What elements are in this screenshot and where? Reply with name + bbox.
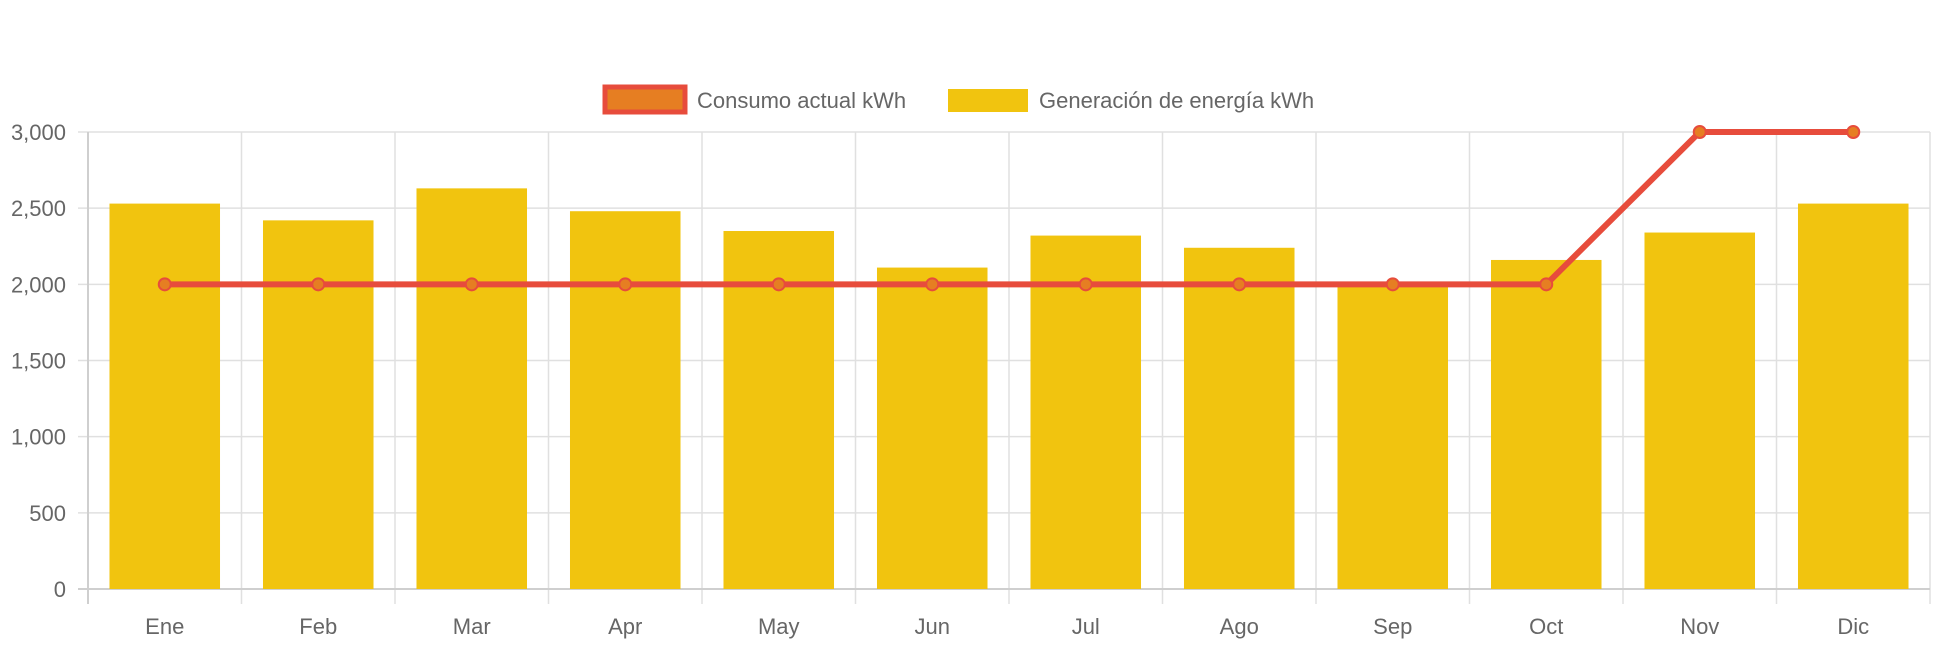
- line-point[interactable]: [771, 277, 786, 292]
- line-point[interactable]: [1692, 125, 1707, 139]
- legend-label-generacion: Generación de energía kWh: [1039, 88, 1314, 113]
- bar-series-generacion: [109, 188, 1909, 590]
- x-tick-label: Feb: [299, 614, 337, 639]
- line-point[interactable]: [1539, 277, 1554, 292]
- line-point[interactable]: [1846, 125, 1861, 139]
- bar[interactable]: [876, 267, 988, 589]
- bar[interactable]: [1337, 284, 1449, 589]
- x-tick-label: Ene: [145, 614, 184, 639]
- y-tick-label: 2,500: [11, 196, 66, 221]
- legend-item-consumo[interactable]: Consumo actual kWh: [602, 84, 906, 115]
- line-point[interactable]: [1232, 277, 1247, 292]
- y-tick-label: 1,000: [11, 425, 66, 450]
- x-tick-label: Dic: [1837, 614, 1869, 639]
- x-tick-label: Jul: [1072, 614, 1100, 639]
- bar[interactable]: [1797, 203, 1909, 589]
- bar[interactable]: [416, 188, 528, 589]
- bar[interactable]: [569, 211, 681, 590]
- legend-swatch-generacion: [948, 89, 1028, 112]
- consumo-line: [164, 129, 1854, 288]
- line-point[interactable]: [1078, 277, 1093, 292]
- y-tick-label: 3,000: [11, 120, 66, 145]
- bar[interactable]: [1490, 259, 1602, 589]
- line-point[interactable]: [618, 277, 633, 292]
- legend-item-generacion[interactable]: Generación de energía kWh: [948, 88, 1314, 113]
- y-tick-label: 500: [29, 501, 66, 526]
- bar[interactable]: [109, 203, 221, 589]
- x-tick-label: Jun: [915, 614, 950, 639]
- x-tick-label: Mar: [453, 614, 491, 639]
- axes: 0 500 1,000 1,500 2,000 2,500 3,000 Ene Feb Mar Ap…: [11, 120, 1930, 639]
- bar[interactable]: [1644, 232, 1756, 590]
- line-point[interactable]: [311, 277, 326, 292]
- x-tick-label: May: [758, 614, 800, 639]
- line-point[interactable]: [1385, 277, 1400, 292]
- line-point[interactable]: [157, 277, 172, 292]
- y-tick-label: 1,500: [11, 349, 66, 374]
- bar[interactable]: [1183, 247, 1295, 590]
- x-tick-label: Nov: [1680, 614, 1719, 639]
- x-tick-label: Sep: [1373, 614, 1412, 639]
- x-tick-label: Oct: [1529, 614, 1563, 639]
- legend: Consumo actual kWh Generación de energía…: [602, 84, 1314, 115]
- x-tick-label: Apr: [608, 614, 642, 639]
- legend-swatch-consumo: [602, 84, 688, 115]
- x-tick-label: Ago: [1220, 614, 1259, 639]
- bar[interactable]: [262, 220, 374, 589]
- y-tick-label: 2,000: [11, 272, 66, 297]
- bar[interactable]: [1030, 235, 1142, 589]
- line-point[interactable]: [925, 277, 940, 292]
- line-point[interactable]: [464, 277, 479, 292]
- legend-label-consumo: Consumo actual kWh: [697, 88, 906, 113]
- y-tick-label: 0: [54, 577, 66, 602]
- line-series-consumo: [157, 125, 1861, 292]
